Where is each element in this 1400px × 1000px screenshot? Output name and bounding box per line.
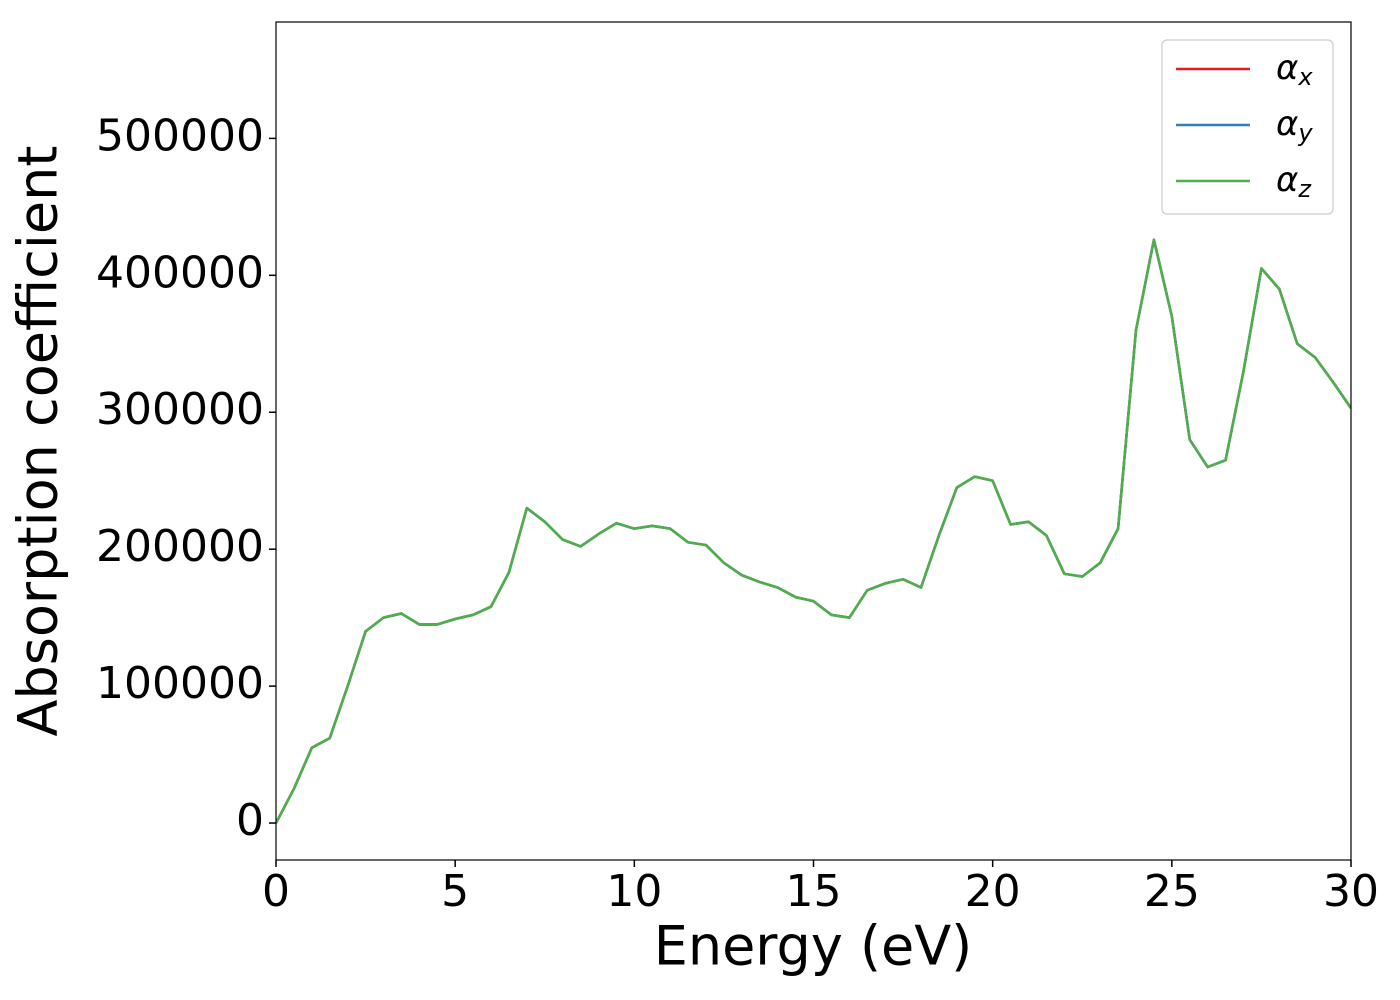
y-tick-label: 500000	[96, 110, 264, 161]
legend-label: αx	[1276, 48, 1313, 92]
x-tick-label: 25	[1144, 866, 1200, 917]
x-tick-label: 5	[441, 866, 469, 917]
y-axis-label: Absorption coefficient	[7, 146, 70, 737]
x-tick-label: 30	[1323, 866, 1379, 917]
legend-box	[1161, 39, 1334, 215]
legend-label: αz	[1276, 160, 1312, 204]
x-tick-label: 20	[965, 866, 1021, 917]
legend-label: αy	[1276, 104, 1313, 148]
y-tick-label: 100000	[96, 658, 264, 709]
series-line	[276, 238, 1351, 824]
series-line	[276, 238, 1351, 824]
y-tick-label: 300000	[96, 384, 264, 435]
x-axis-label: Energy (eV)	[654, 915, 973, 978]
series-line	[276, 238, 1351, 824]
y-tick-label: 0	[236, 795, 264, 846]
plot-frame	[275, 21, 1352, 861]
x-tick-label: 0	[262, 866, 290, 917]
y-tick-label: 400000	[96, 247, 264, 298]
x-tick-label: 10	[606, 866, 662, 917]
y-tick-label: 200000	[96, 521, 264, 572]
x-tick-label: 15	[786, 866, 842, 917]
